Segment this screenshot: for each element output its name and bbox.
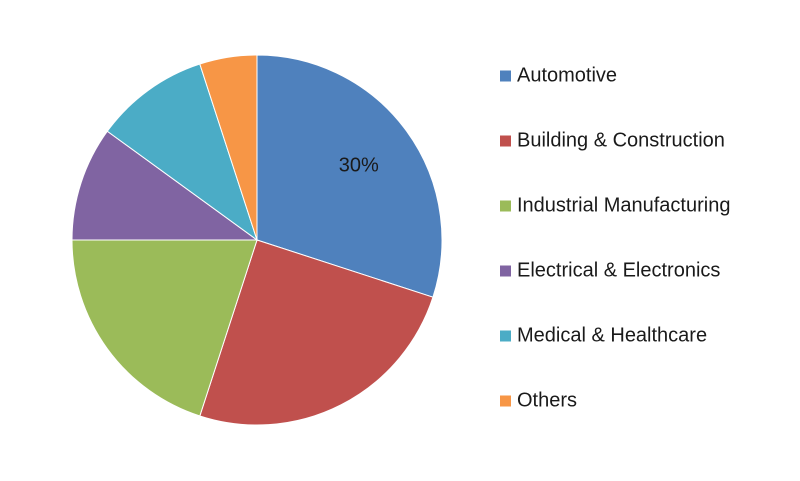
legend: Automotive Building & Construction Industr… [500,64,730,411]
slice-electrical-and-electronics [71,130,259,241]
legend-swatch-medical-and-healthcare [500,330,511,342]
data-labels: 30% [339,154,379,176]
legend-swatch-automotive [500,70,511,82]
legend-item-building-and-construction: Building & Construction [500,129,725,151]
legend-item-industrial-manufacturing: Industrial Manufacturing [500,194,730,216]
legend-label-industrial-manufacturing: Industrial Manufacturing [517,194,730,216]
slice-automotive [256,54,443,298]
legend-label-medical-and-healthcare: Medical & Healthcare [517,324,707,346]
pie-slices [71,54,443,426]
slice-others [199,54,258,241]
legend-swatch-others [500,395,511,407]
legend-item-others: Others [500,389,577,411]
legend-label-electrical-and-electronics: Electrical & Electronics [517,259,720,281]
legend-item-medical-and-healthcare: Medical & Healthcare [500,324,707,346]
legend-label-automotive: Automotive [517,64,617,86]
legend-swatch-industrial-manufacturing [500,200,511,212]
data-label-automotive: 30% [339,154,379,176]
legend-swatch-electrical-and-electronics [500,265,511,277]
slice-building-and-construction [199,239,434,426]
legend-label-building-and-construction: Building & Construction [517,129,725,151]
slice-medical-and-healthcare [106,63,258,242]
legend-label-others: Others [517,389,577,411]
legend-item-electrical-and-electronics: Electrical & Electronics [500,259,720,281]
legend-swatch-building-and-construction [500,135,511,147]
legend-item-automotive: Automotive [500,64,617,86]
slice-industrial-manufacturing [71,239,258,417]
